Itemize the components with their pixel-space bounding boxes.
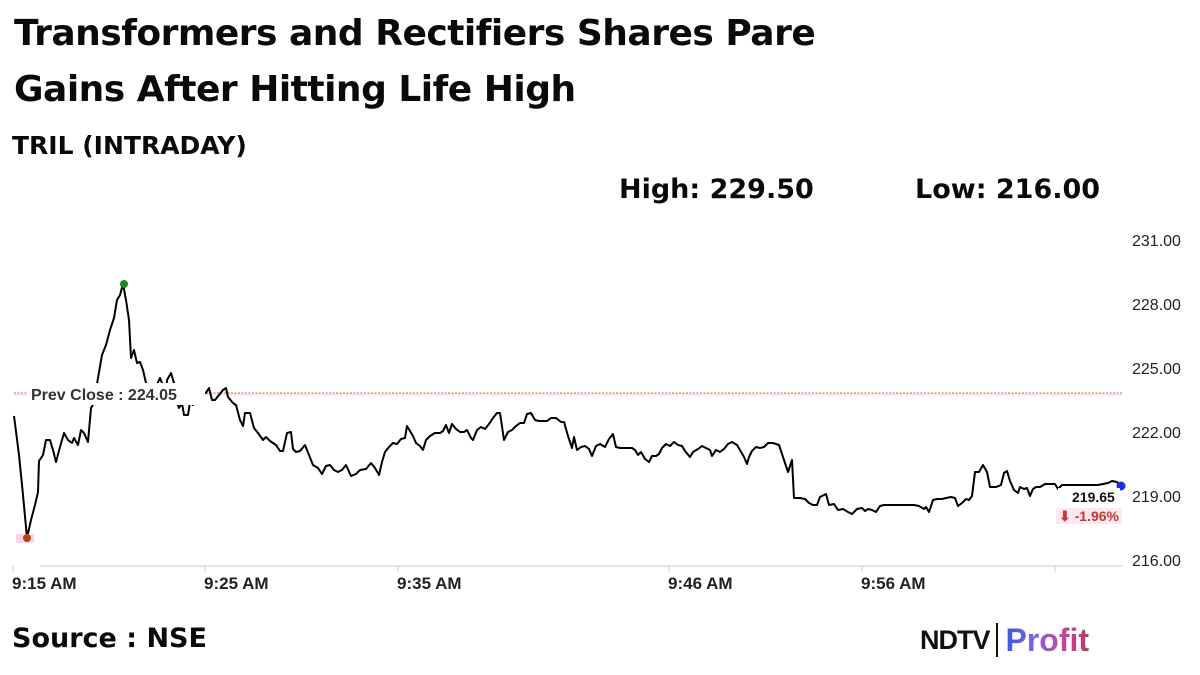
low-value: Low: 216.00 — [915, 174, 1101, 205]
high-value: High: 229.50 — [619, 174, 814, 205]
y-tick: 216.00 — [1132, 553, 1181, 570]
x-tick: 9:46 AM — [668, 574, 733, 593]
x-tick: 9:35 AM — [397, 574, 462, 593]
logo-profit: Profit — [1005, 621, 1090, 658]
price-line — [13, 283, 1122, 539]
low-marker — [23, 534, 31, 542]
logo-divider — [995, 623, 998, 657]
y-tick: 225.00 — [1132, 361, 1181, 378]
x-tick: 9:15 AM — [12, 574, 77, 593]
change-label-bg — [1056, 508, 1122, 524]
y-tick: 228.00 — [1132, 297, 1181, 314]
y-tick: 222.00 — [1132, 425, 1181, 442]
change-label: ⬇ -1.96% — [1059, 508, 1120, 524]
last-price-label-bg — [1058, 488, 1120, 506]
prev-close-label: Prev Close : 224.05 — [31, 387, 177, 404]
chart-title-line-2: Gains After Hitting Life High — [14, 69, 576, 110]
x-axis: 9:15 AM 9:25 AM 9:35 AM 9:46 AM 9:56 AM — [12, 565, 1122, 593]
logo-ndtv: NDTV — [920, 624, 990, 655]
ndtv-profit-logo: NDTV Profit — [920, 620, 1089, 660]
chart-title: Transformers and Rectifiers Shares Pare … — [14, 6, 816, 118]
last-price-label: 219.65 — [1072, 489, 1115, 505]
source-label: Source : NSE — [12, 623, 207, 654]
x-tick: 9:56 AM — [861, 574, 926, 593]
y-tick: 231.00 — [1132, 233, 1181, 250]
prev-close-label-bg — [27, 383, 205, 405]
x-tick: 9:25 AM — [204, 574, 269, 593]
y-tick: 219.00 — [1132, 489, 1181, 506]
chart-subtitle: TRIL (INTRADAY) — [12, 131, 247, 160]
y-axis: 231.00 228.00 225.00 222.00 219.00 216.0… — [1132, 233, 1181, 570]
chart-title-line-1: Transformers and Rectifiers Shares Pare — [14, 13, 816, 54]
high-marker — [120, 280, 128, 288]
prev-close-band — [14, 393, 1122, 396]
